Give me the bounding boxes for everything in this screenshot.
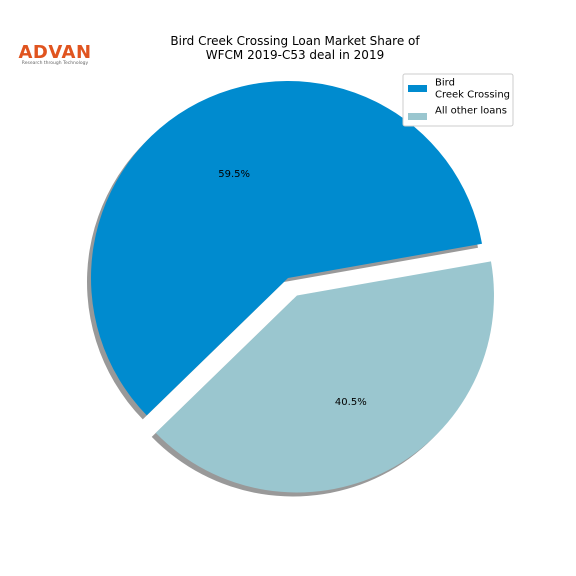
logo-tagline: Research through Technology xyxy=(22,60,89,66)
wedge xyxy=(91,81,483,416)
wedges xyxy=(91,81,494,493)
legend: Bird Creek Crossing All other loans xyxy=(402,73,514,127)
chart-title: Bird Creek Crossing Loan Market Share of… xyxy=(170,34,420,62)
legend-label: Bird Creek Crossing xyxy=(435,78,510,101)
legend-label: All other loans xyxy=(435,106,507,117)
logo-name: ADVAN xyxy=(18,42,91,63)
legend-swatch xyxy=(408,85,427,92)
labels: 59.5% 40.5% xyxy=(218,169,366,408)
value-label: 59.5% xyxy=(218,169,250,180)
wedge xyxy=(155,261,494,493)
legend-box xyxy=(402,73,514,127)
value-label: 40.5% xyxy=(335,397,367,408)
legend-swatch xyxy=(408,113,427,120)
